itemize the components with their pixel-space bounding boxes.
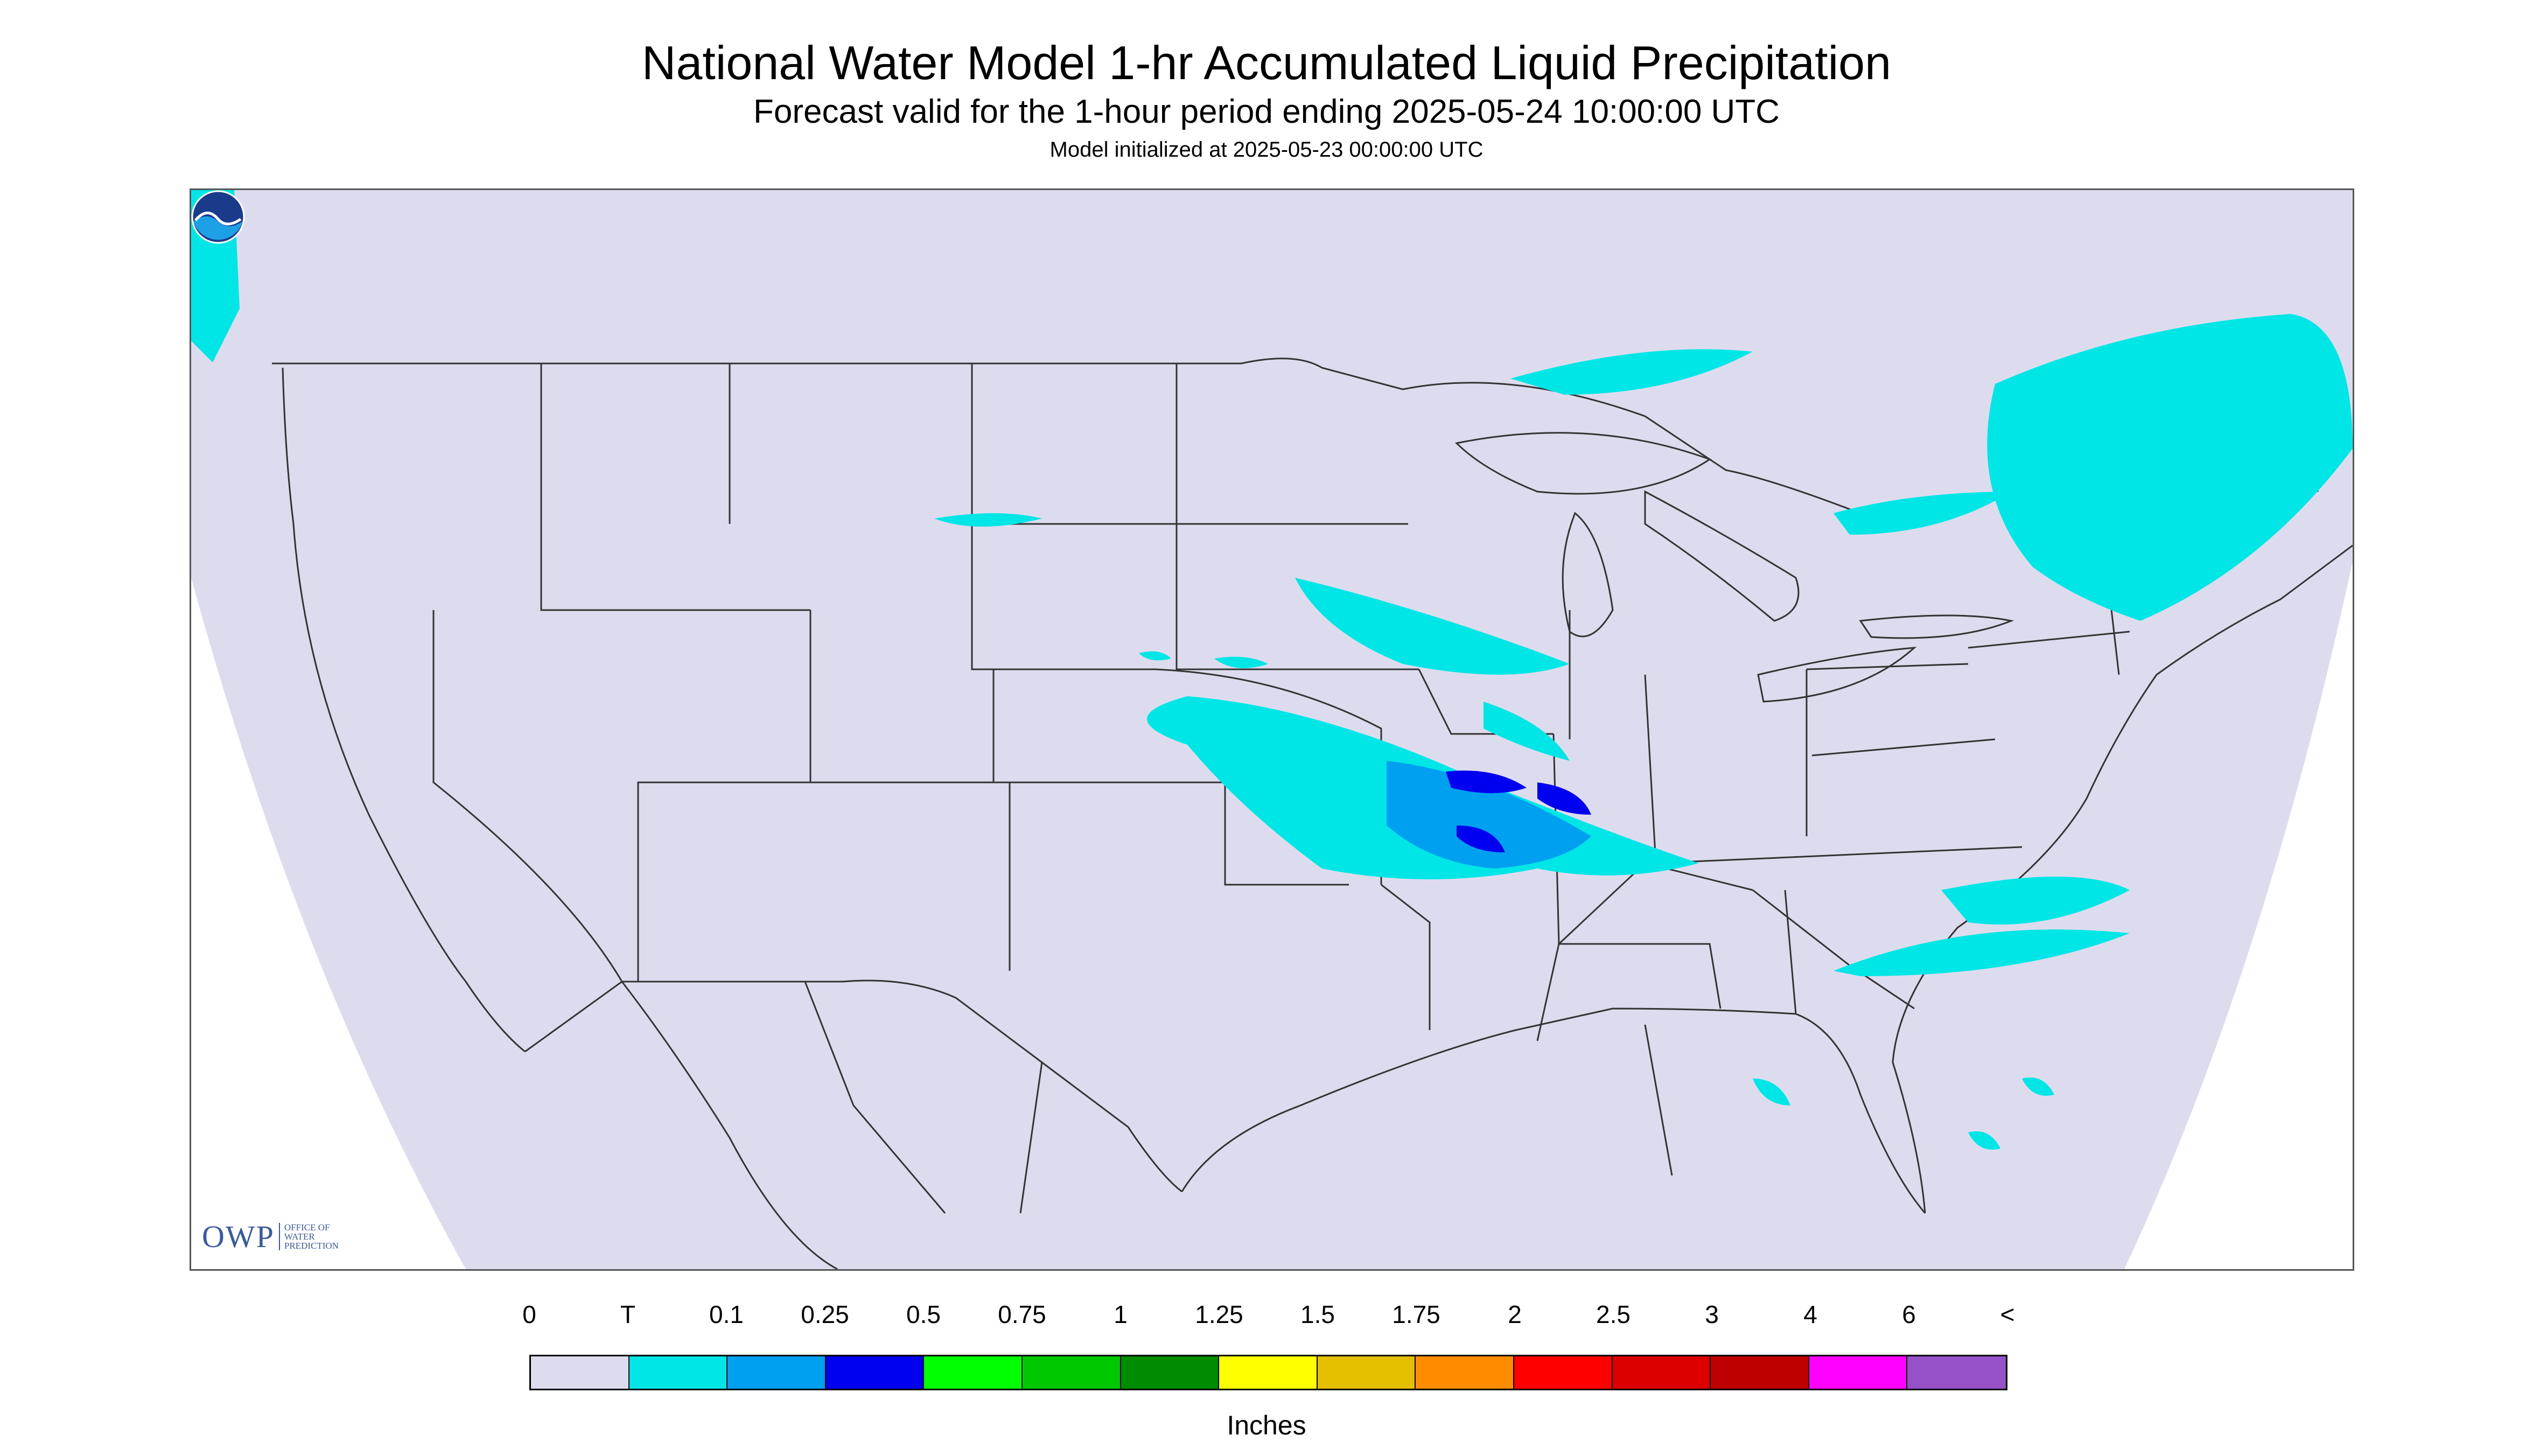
model-init-text: Model initialized at 2025-05-23 00:00:00… <box>1049 138 1484 162</box>
legend-swatch <box>825 1356 925 1389</box>
map-title: National Water Model 1-hr Accumulated Li… <box>641 36 1892 89</box>
legend-tick-label: 3 <box>1705 1300 1719 1328</box>
precipitation-map: OWP OFFICE OF WATER PREDICTION <box>190 188 2354 1271</box>
legend-swatch <box>1317 1356 1416 1389</box>
legend-tick-label: 6 <box>1902 1300 1916 1328</box>
legend-swatch <box>1219 1356 1318 1389</box>
legend-tick-label: 0.1 <box>709 1300 744 1328</box>
legend-tick-label: < <box>2000 1300 2015 1328</box>
legend-tick-label: 2.5 <box>1596 1300 1631 1328</box>
legend-swatch <box>1022 1356 1121 1389</box>
legend-swatch <box>1809 1356 1908 1389</box>
legend-tick-label: 1.75 <box>1392 1300 1440 1328</box>
legend-tick-label: 0.75 <box>998 1300 1046 1328</box>
legend-tick-label: 0 <box>522 1300 536 1328</box>
legend-swatch <box>924 1356 1023 1389</box>
noaa-logo <box>191 190 245 244</box>
legend-units: Inches <box>1227 1410 1306 1440</box>
legend-swatch <box>1416 1356 1514 1389</box>
legend-swatch <box>1711 1356 1809 1389</box>
precip-light <box>1387 761 1591 869</box>
legend-tick-label: 4 <box>1803 1300 1817 1328</box>
owp-logo: OWP OFFICE OF WATER PREDICTION <box>202 1219 354 1255</box>
legend-swatch <box>629 1356 728 1389</box>
precip-moderate <box>1446 771 1591 852</box>
legend-swatch <box>1907 1356 2006 1389</box>
legend-colorbar <box>529 1355 2007 1390</box>
legend-swatch <box>1121 1356 1220 1389</box>
legend-tick-label: 1 <box>1114 1300 1128 1328</box>
map-canvas <box>191 190 2353 1269</box>
legend-tick-label: 1.5 <box>1300 1300 1335 1328</box>
map-subtitle: Forecast valid for the 1-hour period end… <box>753 93 1780 130</box>
legend-swatch <box>531 1356 629 1389</box>
legend-tick-label: 0.5 <box>906 1300 941 1328</box>
legend-swatch <box>1612 1356 1711 1389</box>
owp-logo-subtext: OFFICE OF WATER PREDICTION <box>278 1223 354 1250</box>
legend-tick-label: 2 <box>1508 1300 1522 1328</box>
legend-tick-label: 0.25 <box>801 1300 849 1328</box>
legend-tick-label: T <box>620 1300 636 1328</box>
owp-logo-text: OWP <box>202 1219 275 1254</box>
legend-swatch <box>727 1356 826 1389</box>
legend-tick-label: 1.25 <box>1195 1300 1243 1328</box>
legend-swatch <box>1514 1356 1613 1389</box>
